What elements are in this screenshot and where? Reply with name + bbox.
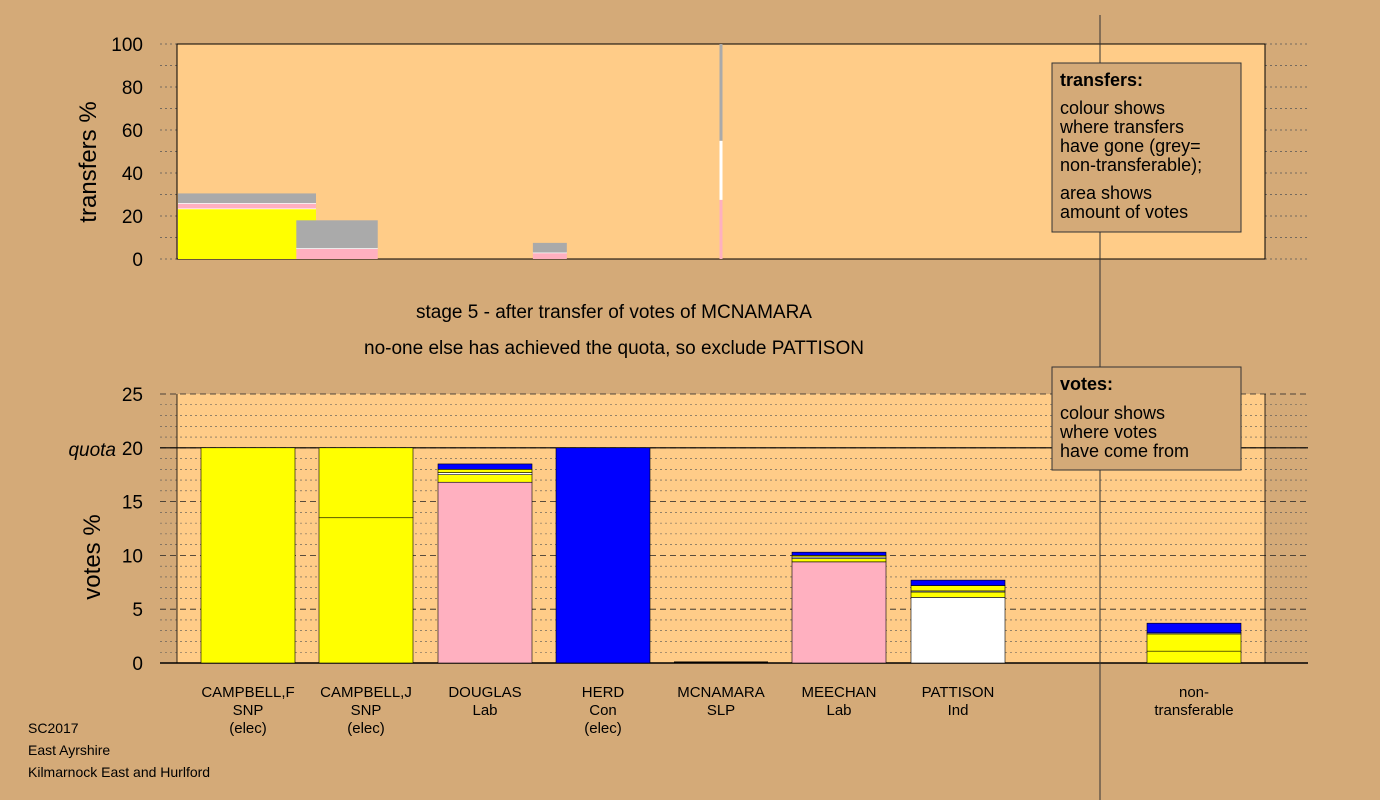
vote-segment <box>910 579 1006 586</box>
transfer-segment <box>532 242 567 253</box>
legend-votes-line: colour shows <box>1060 403 1165 423</box>
vote-segment <box>318 517 414 664</box>
legend-transfers: transfers: colour shows where transfers … <box>1051 62 1242 233</box>
vote-segment <box>910 597 1006 664</box>
y-tick-label: 5 <box>132 600 143 621</box>
y-tick-label: 0 <box>132 250 143 271</box>
candidate-status: (elec) <box>229 720 267 737</box>
stage-subtitle: no-one else has achieved the quota, so e… <box>364 338 864 359</box>
vote-segment <box>1146 650 1242 664</box>
transfer-segment <box>178 193 316 204</box>
candidate-party: Ind <box>948 702 969 719</box>
y-tick-label: 20 <box>122 207 143 228</box>
vote-segment <box>910 585 1006 592</box>
transfer-segment <box>178 208 316 259</box>
candidate-name: PATTISON <box>922 684 995 701</box>
vote-segment <box>791 561 887 664</box>
vote-segment <box>318 447 414 519</box>
legend-transfers-line: where transfers <box>1059 117 1184 137</box>
legend-votes-line: have come from <box>1060 441 1189 461</box>
legend-transfers-line: area shows <box>1060 183 1152 203</box>
legend-transfers-line: have gone (grey= <box>1060 136 1201 156</box>
legend-votes-title: votes: <box>1060 374 1113 394</box>
footer-ward: Kilmarnock East and Hurlford <box>28 764 210 780</box>
y-tick-label: 40 <box>122 164 143 185</box>
transfer-segment <box>178 203 316 209</box>
candidate-name: CAMPBELL,F <box>201 684 294 701</box>
y-tick-label: 20 <box>122 439 143 460</box>
y-tick-label: 0 <box>132 654 143 675</box>
legend-votes: votes: colour shows where votes have com… <box>1051 366 1242 471</box>
exclusion-marker-segment <box>719 199 723 259</box>
stage-title: stage 5 - after transfer of votes of MCN… <box>416 302 812 323</box>
candidate-name: transferable <box>1154 702 1233 719</box>
candidate-status: (elec) <box>347 720 385 737</box>
candidate-party: Con <box>589 702 617 719</box>
vote-segment <box>791 558 887 563</box>
candidate-name: non- <box>1179 684 1209 701</box>
candidate-name: MCNAMARA <box>677 684 765 701</box>
vote-segment <box>910 591 1006 598</box>
vote-segment <box>1146 633 1242 652</box>
vote-segment <box>791 551 887 556</box>
candidate-party: SLP <box>707 702 735 719</box>
votes-bars <box>200 447 1242 664</box>
y-tick-label: 25 <box>122 385 143 406</box>
candidate-labels: CAMPBELL,FSNP(elec)CAMPBELL,JSNP(elec)DO… <box>201 684 1233 737</box>
legend-transfers-title: transfers: <box>1060 70 1143 90</box>
votes-y-axis: 0 5 10 15 20 25 <box>122 385 143 675</box>
candidate-party: Lab <box>826 702 851 719</box>
transfers-y-axis: 0 20 40 60 80 100 <box>111 35 143 271</box>
vote-segment <box>437 472 533 476</box>
candidate-name: HERD <box>582 684 625 701</box>
legend-transfers-line: non-transferable); <box>1060 155 1202 175</box>
candidate-name: CAMPBELL,J <box>320 684 412 701</box>
transfer-segment <box>532 252 567 259</box>
candidate-name: DOUGLAS <box>448 684 521 701</box>
vote-segment <box>555 447 651 664</box>
legend-transfers-line: amount of votes <box>1060 202 1188 222</box>
y-tick-label: 10 <box>122 546 143 567</box>
footer-council: East Ayrshire <box>28 742 110 758</box>
vote-segment <box>200 447 296 664</box>
candidate-party: SNP <box>351 702 382 719</box>
legend-transfers-line: colour shows <box>1060 98 1165 118</box>
vote-segment <box>437 474 533 483</box>
votes-y-label: votes % <box>79 514 106 599</box>
vote-segment <box>437 469 533 473</box>
candidate-party: Lab <box>472 702 497 719</box>
exclusion-marker-segment <box>719 140 723 200</box>
candidate-status: (elec) <box>584 720 622 737</box>
transfers-y-label: transfers % <box>75 101 102 222</box>
quota-label: quota <box>68 440 116 461</box>
transfers-bars <box>178 44 723 259</box>
y-tick-label: 80 <box>122 78 143 99</box>
legend-votes-line: where votes <box>1059 422 1157 442</box>
transfer-segment <box>296 220 378 249</box>
vote-segment <box>437 463 533 470</box>
vote-segment <box>1146 622 1242 634</box>
footer-election: SC2017 <box>28 720 79 736</box>
transfer-segment <box>296 248 378 259</box>
exclusion-marker-segment <box>719 44 723 141</box>
candidate-name: MEECHAN <box>801 684 876 701</box>
y-tick-label: 60 <box>122 121 143 142</box>
vote-segment <box>437 481 533 664</box>
y-tick-label: 15 <box>122 493 143 514</box>
candidate-party: SNP <box>233 702 264 719</box>
y-tick-label: 100 <box>111 35 143 56</box>
